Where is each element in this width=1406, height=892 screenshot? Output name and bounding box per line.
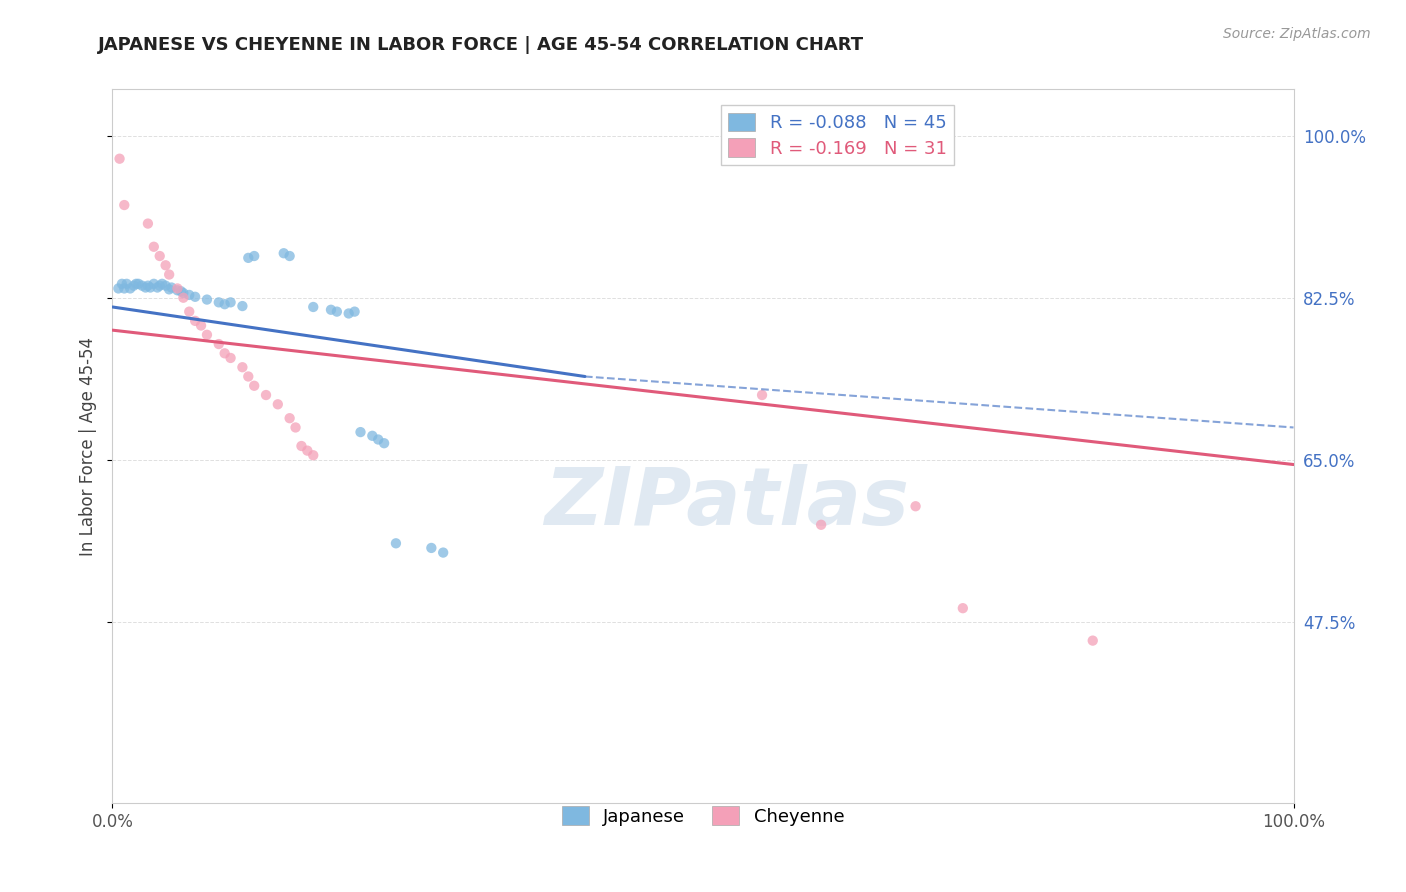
Point <box>131 278 153 293</box>
Point <box>297 443 319 458</box>
Point <box>219 295 242 310</box>
Point <box>319 302 342 317</box>
Point <box>135 280 157 294</box>
Point <box>157 268 180 282</box>
Point <box>120 281 142 295</box>
Point <box>127 277 149 291</box>
Point <box>136 278 159 293</box>
Point <box>214 297 236 311</box>
Legend: Japanese, Cheyenne: Japanese, Cheyenne <box>554 799 852 833</box>
Point <box>108 152 131 166</box>
Text: JAPANESE VS CHEYENNE IN LABOR FORCE | AGE 45-54 CORRELATION CHART: JAPANESE VS CHEYENNE IN LABOR FORCE | AG… <box>98 36 865 54</box>
Point <box>1081 633 1104 648</box>
Point <box>150 277 173 291</box>
Point <box>810 517 832 532</box>
Point <box>142 277 165 291</box>
Point <box>432 545 454 559</box>
Point <box>166 281 188 295</box>
Y-axis label: In Labor Force | Age 45-54: In Labor Force | Age 45-54 <box>79 336 97 556</box>
Point <box>136 217 159 231</box>
Point <box>155 278 177 293</box>
Point <box>139 280 162 294</box>
Point <box>155 258 177 272</box>
Point <box>238 251 260 265</box>
Point <box>157 282 180 296</box>
Point <box>170 284 193 298</box>
Point <box>367 433 389 447</box>
Point <box>208 337 231 351</box>
Point <box>243 249 266 263</box>
Point <box>160 280 183 294</box>
Point <box>952 601 974 615</box>
Point <box>125 277 148 291</box>
Point <box>149 249 172 263</box>
Point <box>184 290 207 304</box>
Point <box>343 304 366 318</box>
Point <box>267 397 290 411</box>
Point <box>166 283 188 297</box>
Point <box>142 240 165 254</box>
Point <box>231 360 253 375</box>
Point <box>172 291 194 305</box>
Point <box>337 306 360 320</box>
Point <box>179 304 201 318</box>
Point <box>112 198 135 212</box>
Point <box>146 280 169 294</box>
Point <box>115 277 138 291</box>
Point <box>254 388 277 402</box>
Point <box>302 448 325 462</box>
Point <box>172 286 194 301</box>
Point <box>273 246 295 260</box>
Point <box>208 295 231 310</box>
Point <box>373 436 395 450</box>
Point <box>111 277 134 291</box>
Point <box>107 281 129 295</box>
Point <box>190 318 212 333</box>
Point <box>302 300 325 314</box>
Point <box>112 281 135 295</box>
Point <box>290 439 312 453</box>
Point <box>214 346 236 360</box>
Point <box>122 278 145 293</box>
Point <box>326 304 349 318</box>
Text: Source: ZipAtlas.com: Source: ZipAtlas.com <box>1223 27 1371 41</box>
Point <box>420 541 443 555</box>
Point <box>195 327 218 342</box>
Point <box>231 299 253 313</box>
Point <box>219 351 242 365</box>
Point <box>238 369 260 384</box>
Point <box>284 420 307 434</box>
Point <box>184 314 207 328</box>
Point <box>278 411 301 425</box>
Point <box>361 429 384 443</box>
Point <box>349 425 371 439</box>
Point <box>179 288 201 302</box>
Point <box>243 378 266 392</box>
Point <box>751 388 773 402</box>
Point <box>195 293 218 307</box>
Text: ZIPatlas: ZIPatlas <box>544 464 910 542</box>
Point <box>278 249 301 263</box>
Point <box>904 500 927 514</box>
Point <box>149 278 172 293</box>
Point <box>385 536 408 550</box>
